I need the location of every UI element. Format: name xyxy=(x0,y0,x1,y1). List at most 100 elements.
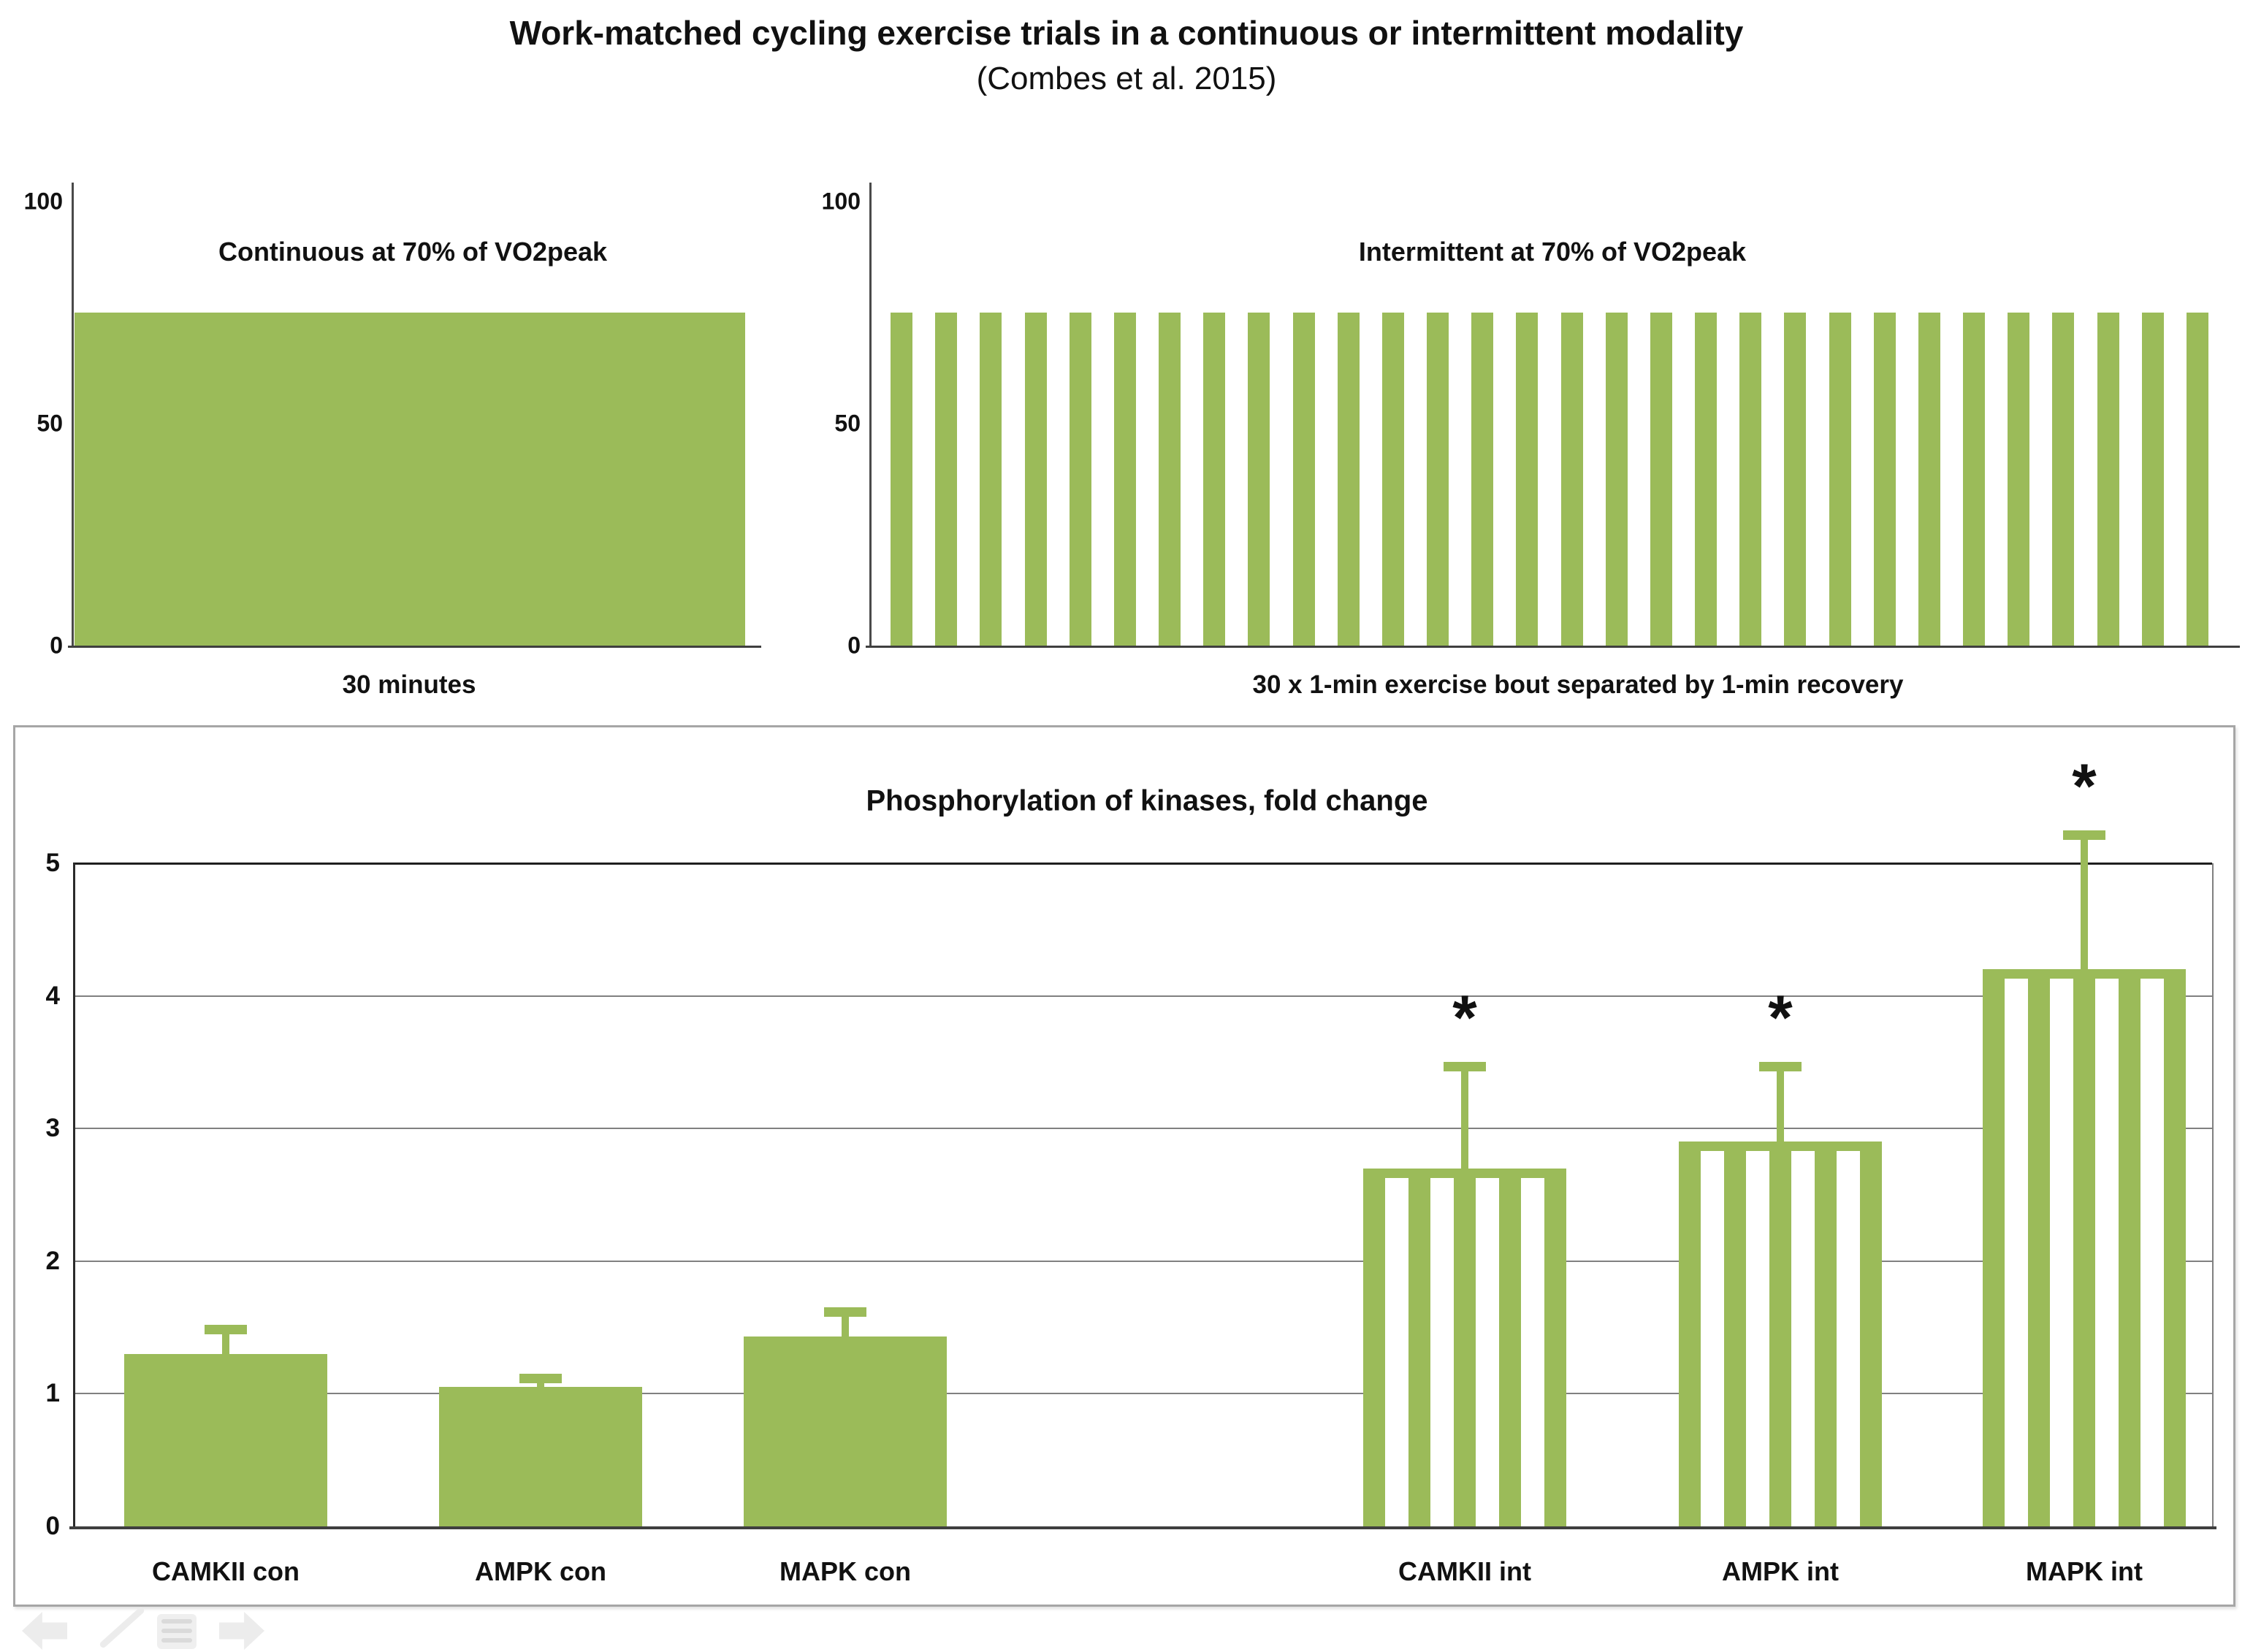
kinases-x-axis xyxy=(69,1526,2216,1529)
exercise-bout-bar xyxy=(2142,313,2164,646)
error-bar-cap xyxy=(519,1374,562,1384)
error-bar-cap xyxy=(205,1324,247,1334)
exercise-bout-bar xyxy=(1739,313,1761,646)
kinases-ytick-label: 4 xyxy=(45,981,60,1010)
continuous-exercise-bar xyxy=(75,313,745,646)
next-slide-arrow-icon[interactable] xyxy=(219,1612,264,1650)
intermittent-ytick-label: 50 xyxy=(834,410,861,437)
category-label: CAMKII con xyxy=(152,1556,300,1586)
chart-intermittent-xlabel: 30 x 1-min exercise bout separated by 1-… xyxy=(1252,670,1904,699)
kinases-ytick-label: 3 xyxy=(45,1114,60,1143)
significance-asterisk: * xyxy=(1452,983,1477,1054)
intermittent-y-axis xyxy=(869,183,872,648)
pen-icon-shape xyxy=(99,1606,145,1649)
exercise-bout-bar xyxy=(1025,313,1047,646)
error-bar-cap xyxy=(1444,1062,1486,1072)
exercise-bout-bar xyxy=(1516,313,1538,646)
gridline-1 xyxy=(73,1393,2212,1395)
category-label: AMPK int xyxy=(1722,1556,1839,1586)
chart-kinases-title: Phosphorylation of kinases, fold change xyxy=(866,784,1428,817)
menu-line xyxy=(161,1619,192,1624)
bar-mapk-int xyxy=(1983,969,2186,1526)
continuous-y-axis xyxy=(72,183,74,648)
exercise-bout-bar xyxy=(1159,313,1181,646)
chart-continuous-title: Continuous at 70% of VO2peak xyxy=(218,237,608,267)
bar-camkii-int xyxy=(1363,1168,1566,1526)
exercise-bout-bar xyxy=(1784,313,1806,646)
slideshow-menu-icon[interactable] xyxy=(157,1614,197,1649)
exercise-bout-bar xyxy=(1963,313,1985,646)
kinases-ytick-label: 2 xyxy=(45,1246,60,1275)
error-bar-line xyxy=(1777,1062,1784,1147)
bar-mapk-con xyxy=(744,1336,947,1526)
intermittent-x-axis xyxy=(866,646,2240,648)
category-label: MAPK int xyxy=(2026,1556,2143,1586)
error-bar-line xyxy=(222,1324,229,1358)
exercise-bout-bar xyxy=(1695,313,1717,646)
continuous-ytick-label: 100 xyxy=(23,188,63,215)
exercise-bout-bar xyxy=(1338,313,1360,646)
error-bar-line xyxy=(1461,1062,1468,1173)
category-label: CAMKII int xyxy=(1398,1556,1531,1586)
gridline-2 xyxy=(73,1260,2212,1262)
kinases-ytick-label: 0 xyxy=(45,1512,60,1540)
error-bar-cap xyxy=(824,1307,866,1318)
bar-top-cap xyxy=(1983,969,2186,979)
bar-top-cap xyxy=(1363,1168,1566,1178)
page-title: Work-matched cycling exercise trials in … xyxy=(509,14,1744,52)
gridline-4 xyxy=(73,995,2212,997)
exercise-bout-bar xyxy=(2052,313,2074,646)
exercise-bout-bar xyxy=(1114,313,1136,646)
page-subtitle: (Combes et al. 2015) xyxy=(976,61,1277,96)
bar-camkii-con xyxy=(124,1353,327,1526)
chart-intermittent-title: Intermittent at 70% of VO2peak xyxy=(1358,237,1747,267)
previous-slide-arrow-icon[interactable] xyxy=(22,1612,67,1650)
exercise-bout-bar xyxy=(1829,313,1851,646)
exercise-bout-bar xyxy=(1382,313,1404,646)
pen-tool-icon[interactable] xyxy=(94,1606,150,1649)
error-bar-cap xyxy=(1759,1062,1802,1072)
continuous-ytick-label: 0 xyxy=(50,632,63,659)
kinases-panel xyxy=(13,725,2235,1607)
intermittent-ytick-label: 0 xyxy=(847,632,861,659)
significance-asterisk: * xyxy=(2072,751,2097,822)
chart-continuous-xlabel: 30 minutes xyxy=(342,670,476,699)
exercise-bout-bar xyxy=(935,313,957,646)
menu-line xyxy=(161,1629,192,1633)
category-label: AMPK con xyxy=(475,1556,606,1586)
exercise-bout-bar xyxy=(891,313,912,646)
plot-right-border xyxy=(2212,863,2214,1526)
exercise-bout-bar xyxy=(980,313,1002,646)
exercise-bout-bar xyxy=(1874,313,1896,646)
bar-ampk-con xyxy=(439,1387,642,1526)
exercise-bout-bar xyxy=(1561,313,1583,646)
kinases-ytick-label: 5 xyxy=(45,849,60,877)
intermittent-ytick-label: 100 xyxy=(821,188,861,215)
kinases-y-axis xyxy=(73,863,75,1526)
continuous-x-axis xyxy=(68,646,761,648)
menu-line xyxy=(161,1638,192,1643)
exercise-bout-bar xyxy=(1606,313,1628,646)
exercise-bout-bar xyxy=(1248,313,1270,646)
exercise-bout-bar xyxy=(2008,313,2029,646)
plot-top-border xyxy=(73,863,2212,865)
exercise-bout-bar xyxy=(1471,313,1493,646)
exercise-bout-bar xyxy=(2097,313,2119,646)
continuous-ytick-label: 50 xyxy=(37,410,63,437)
bar-ampk-int xyxy=(1679,1142,1882,1526)
bar-top-cap xyxy=(1679,1142,1882,1152)
exercise-bout-bar xyxy=(1203,313,1225,646)
exercise-bout-bar xyxy=(1070,313,1091,646)
exercise-bout-bar xyxy=(2187,313,2208,646)
kinases-ytick-label: 1 xyxy=(45,1379,60,1408)
exercise-bout-bar xyxy=(1918,313,1940,646)
significance-asterisk: * xyxy=(1768,983,1793,1054)
category-label: MAPK con xyxy=(779,1556,911,1586)
exercise-bout-bar xyxy=(1293,313,1315,646)
error-bar-line xyxy=(842,1307,849,1342)
error-bar-cap xyxy=(2063,830,2105,840)
error-bar-line xyxy=(2081,830,2088,974)
exercise-bout-bar xyxy=(1650,313,1672,646)
gridline-3 xyxy=(73,1128,2212,1130)
